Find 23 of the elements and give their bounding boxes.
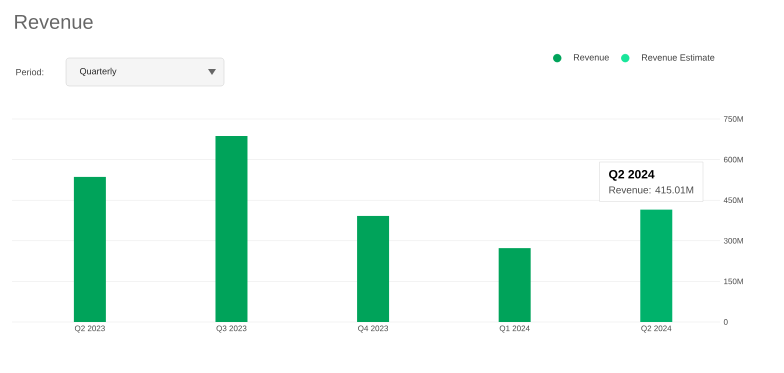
y-tick-label: 300M [724,238,743,244]
y-tick-label: 600M [724,156,743,162]
x-tick-label: Q2 2024 [641,326,672,333]
text: Period: [16,68,44,76]
legend-label: Revenue Estimate [642,54,714,61]
text: Quarterly [80,68,117,76]
bar [640,210,672,322]
y-tick-label: 450M [724,197,743,204]
bar [357,216,390,322]
y-tick-label: 150M [724,278,743,284]
y-tick-label: 750M [724,116,743,122]
chart-title: Revenue [15,15,93,29]
legend-label: Revenue [574,54,609,61]
x-tick-label: Q4 2023 [358,326,388,333]
x-tick-label: Q1 2024 [500,326,530,333]
annotation: Revenue: 415.01M [609,186,694,194]
bar [74,176,106,322]
x-tick-label: Q2 2023 [74,326,105,333]
bar [498,248,531,322]
bar [215,136,248,322]
y-tick-label: 0 [724,319,728,325]
annotation: Q2 2024 [609,170,655,181]
x-tick-label: Q3 2023 [216,326,246,333]
